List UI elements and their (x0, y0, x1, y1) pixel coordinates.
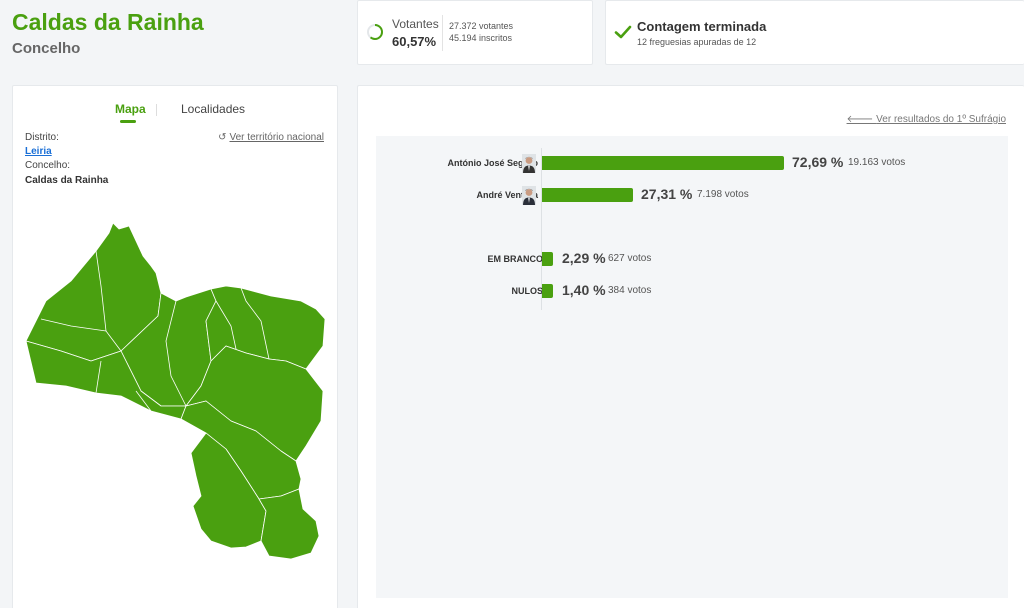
result-votes: 7.198 votos (697, 189, 749, 200)
parish-border (95, 250, 122, 352)
undo-icon: ↺ (218, 132, 227, 143)
candidate-row: António José Seguro 72,69 % 19.163 votos (376, 153, 1008, 175)
result-votes: 384 votos (608, 285, 652, 296)
check-icon (614, 25, 632, 39)
voters-count: 27.372 votantes (449, 21, 514, 31)
candidate-photo (522, 186, 536, 205)
other-row: EM BRANCO 2,29 % 627 votos (376, 249, 1008, 271)
national-territory-link[interactable]: ↺ Ver território nacional (218, 132, 324, 143)
candidate-name: André Ventura (476, 190, 538, 200)
page-title: Caldas da Rainha (12, 9, 204, 35)
chart-axis (541, 148, 542, 310)
candidate-photo (522, 154, 536, 173)
result-percent: 27,31 % (641, 186, 693, 202)
result-votes: 19.163 votos (848, 157, 906, 168)
district-link[interactable]: Leiria (25, 146, 52, 157)
result-bar (542, 252, 553, 266)
tab-map[interactable]: Mapa (115, 102, 146, 116)
count-status-card: Contagem terminada 12 freguesias apurada… (605, 0, 1024, 65)
municipality-label: Concelho: (25, 160, 71, 171)
divider (442, 15, 443, 51)
candidate-row: André Ventura 27,31 % 7.198 votos (376, 185, 1008, 207)
parish-border (240, 287, 270, 360)
candidate-name: António José Seguro (447, 158, 538, 168)
result-votes: 627 votos (608, 253, 652, 264)
turnout-progress-ring (367, 24, 383, 40)
map-panel: Mapa Localidades ↺ Ver território naciona… (12, 85, 338, 608)
parish-border (40, 318, 107, 332)
parish-border (165, 300, 187, 407)
arrow-left-icon: 🡐 (846, 114, 877, 125)
results-chart: António José Seguro 72,69 % 19.163 votos… (376, 136, 1008, 598)
other-name: EM BRANCO (487, 254, 544, 264)
result-bar (542, 156, 784, 170)
parish-border (215, 300, 237, 350)
turnout-percent: 60,57% (392, 34, 437, 49)
result-percent: 2,29 % (562, 250, 606, 266)
parish-border (95, 360, 102, 394)
page-subtitle: Concelho (12, 40, 81, 57)
result-bar (542, 284, 553, 298)
count-status-subtitle: 12 freguesias apuradas de 12 (637, 37, 757, 47)
count-status-title: Contagem terminada (637, 19, 767, 34)
parish-region[interactable] (190, 432, 267, 549)
result-bar (542, 188, 633, 202)
municipality-value: Caldas da Rainha (25, 175, 109, 186)
parish-border (135, 390, 152, 412)
registered-count: 45.194 inscritos (449, 33, 513, 43)
turnout-label: Votantes (392, 17, 439, 31)
district-label: Distrito: (25, 132, 59, 143)
other-row: NULOS 1,40 % 384 votos (376, 281, 1008, 303)
previous-round-link[interactable]: 🡐 Ver resultados do 1º Sufrágio (847, 113, 1006, 125)
previous-round-link-label: Ver resultados do 1º Sufrágio (876, 114, 1006, 125)
active-tab-indicator (120, 120, 136, 123)
result-percent: 1,40 % (562, 282, 606, 298)
results-panel: 🡐 Ver resultados do 1º Sufrágio António … (357, 85, 1024, 608)
national-territory-link-label: Ver território nacional (229, 132, 325, 143)
result-percent: 72,69 % (792, 154, 844, 170)
tab-divider (156, 104, 157, 116)
turnout-card: Votantes 60,57% 27.372 votantes 45.194 i… (357, 0, 593, 65)
municipality-map[interactable] (13, 206, 339, 566)
other-name: NULOS (511, 286, 544, 296)
parish-region[interactable] (258, 488, 320, 560)
map-tabs: Mapa Localidades (13, 102, 337, 126)
tab-localidades[interactable]: Localidades (181, 102, 246, 116)
